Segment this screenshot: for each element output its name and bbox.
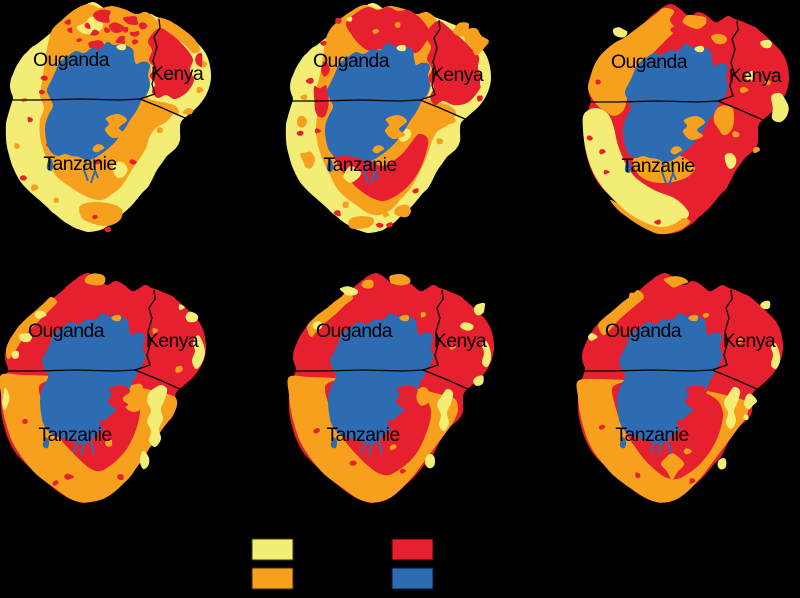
svg-text:Tanzanie: Tanzanie xyxy=(621,155,694,177)
svg-text:Ouganda: Ouganda xyxy=(28,320,105,342)
svg-text:Kenya: Kenya xyxy=(151,63,204,85)
svg-text:Tanzanie: Tanzanie xyxy=(323,154,396,176)
svg-text:Kenya: Kenya xyxy=(723,330,776,352)
svg-text:Kenya: Kenya xyxy=(729,65,782,87)
svg-text:Ouganda: Ouganda xyxy=(33,49,110,71)
svg-text:Tanzanie: Tanzanie xyxy=(38,424,111,446)
svg-text:Ouganda: Ouganda xyxy=(605,320,682,342)
svg-text:Ouganda: Ouganda xyxy=(313,50,390,72)
svg-text:Tanzanie: Tanzanie xyxy=(43,153,116,175)
svg-text:Ouganda: Ouganda xyxy=(611,51,688,73)
svg-text:Tanzanie: Tanzanie xyxy=(615,424,688,446)
svg-text:Kenya: Kenya xyxy=(146,330,199,352)
svg-text:Tanzanie: Tanzanie xyxy=(326,424,399,446)
svg-text:Kenya: Kenya xyxy=(431,64,484,86)
svg-text:Ouganda: Ouganda xyxy=(316,320,393,342)
svg-text:Kenya: Kenya xyxy=(434,330,487,352)
